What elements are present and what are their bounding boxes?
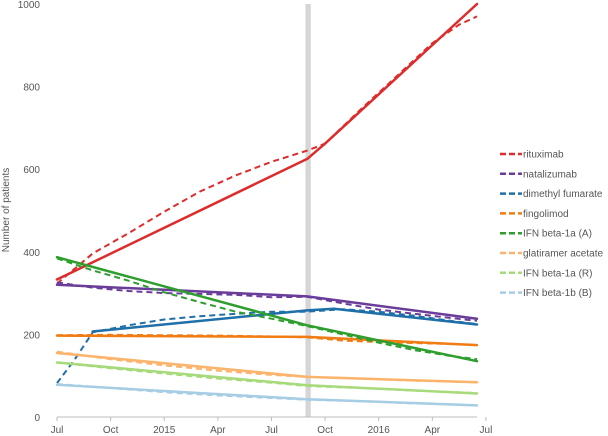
series-natalizumab <box>55 281 479 322</box>
series-fitted-line <box>91 307 479 333</box>
legend-label: glatiramer acetate <box>523 249 603 260</box>
y-tick-label: 1000 <box>18 0 41 11</box>
y-tick-label: 600 <box>23 165 40 176</box>
axis-layer: 0 200 400 600 800 1000 Jul Oct 2015 Apr Jul Oct 2016… <box>18 0 493 436</box>
legend-item-natalizumab: natalizumab <box>500 169 577 180</box>
series-glatiramer-acetate <box>55 350 479 384</box>
x-tick-label: Jul <box>51 425 64 436</box>
x-tick-label: Jul <box>265 425 278 436</box>
legend-item-glatiramer-acetate: glatiramer acetate <box>500 249 603 260</box>
interruption-band <box>305 4 311 417</box>
series-observed-line <box>56 15 478 285</box>
series-ifn-beta-1a-a <box>55 255 479 363</box>
series-observed-line <box>56 361 478 394</box>
series-fitted-line <box>55 255 479 363</box>
series-observed-line <box>56 281 478 322</box>
x-tick-label: Oct <box>103 425 119 436</box>
legend-label: dimethyl fumarate <box>523 189 603 200</box>
x-tick-label: Apr <box>210 425 226 436</box>
legend-item-dimethyl-fumarate: dimethyl fumarate <box>500 189 603 200</box>
legend-item-ifn-beta-1a-r: IFN beta-1a (R) <box>500 268 592 279</box>
series-fitted-line <box>55 2 479 281</box>
legend-label: fingolimod <box>523 209 569 220</box>
y-tick-label: 0 <box>34 413 40 424</box>
legend-item-rituximab: rituximab <box>500 150 564 161</box>
legend: rituximab natalizumab dimethyl fumarate fin… <box>500 150 603 299</box>
series-observed-line <box>56 383 478 407</box>
y-tick-label: 800 <box>23 83 40 94</box>
x-tick-label: Apr <box>425 425 441 436</box>
y-axis-label: Number of patients <box>1 168 12 253</box>
series-ifn-beta-1a-r <box>55 361 479 395</box>
series-observed-line <box>56 350 478 384</box>
legend-label: IFN beta-1b (B) <box>523 288 592 299</box>
x-tick-label: 2016 <box>368 425 391 436</box>
y-tick-label: 400 <box>23 248 40 259</box>
legend-item-ifn-beta-1b-b: IFN beta-1b (B) <box>500 288 592 299</box>
series-observed-line <box>56 308 478 384</box>
series-fingolimod <box>55 333 479 347</box>
series-layer <box>55 2 479 407</box>
series-dimethyl-fumarate <box>56 307 479 384</box>
series-observed-line <box>56 257 478 361</box>
legend-label: IFN beta-1a (A) <box>523 229 592 240</box>
x-tick-label: Oct <box>317 425 333 436</box>
series-observed-line <box>56 333 478 346</box>
y-tick-label: 200 <box>23 330 40 341</box>
interruption-band-layer <box>305 4 311 417</box>
legend-item-fingolimod: fingolimod <box>500 209 569 220</box>
legend-label: natalizumab <box>523 169 577 180</box>
x-tick-label: Jul <box>480 425 493 436</box>
series-ifn-beta-1b-b <box>55 383 479 407</box>
legend-item-ifn-beta-1a-a: IFN beta-1a (A) <box>500 229 592 240</box>
x-tick-label: 2015 <box>153 425 176 436</box>
legend-label: rituximab <box>523 150 564 161</box>
legend-label: IFN beta-1a (R) <box>523 268 592 279</box>
series-rituximab <box>55 2 479 285</box>
